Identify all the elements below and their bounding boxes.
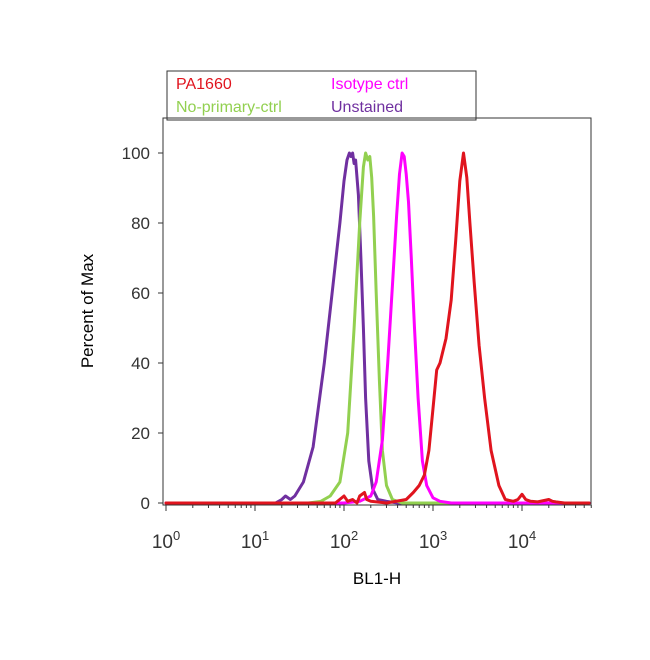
legend-label-pa1660: PA1660 xyxy=(176,76,232,93)
y-tick-label-80: 80 xyxy=(131,214,150,233)
legend-label-unstained: Unstained xyxy=(331,99,403,116)
legend-label-isotype-ctrl: Isotype ctrl xyxy=(331,76,408,93)
x-tick-label-1: 101 xyxy=(241,528,269,553)
legend-box: PA1660 Isotype ctrl No-primary-ctrl Unst… xyxy=(166,70,477,121)
y-tick-label-40: 40 xyxy=(131,354,150,373)
plot-area-frame xyxy=(162,117,592,506)
x-tick-label-2: 102 xyxy=(330,528,358,553)
series-line-pa1660 xyxy=(164,151,591,505)
x-axis: 100 101 102 103 104 xyxy=(152,505,592,553)
y-tick-label-0: 0 xyxy=(141,494,150,513)
y-axis: 0 20 40 60 80 100 xyxy=(122,144,163,513)
legend-label-no-primary-ctrl: No-primary-ctrl xyxy=(176,99,282,116)
series-line-no-primary-ctrl xyxy=(164,151,591,505)
y-tick-label-20: 20 xyxy=(131,424,150,443)
x-tick-label-4: 104 xyxy=(508,528,536,553)
x-axis-title: BL1-H xyxy=(353,569,401,588)
x-tick-label-3: 103 xyxy=(419,528,447,553)
series-layer xyxy=(164,151,591,505)
y-axis-title: Percent of Max xyxy=(78,253,97,368)
y-tick-label-60: 60 xyxy=(131,284,150,303)
y-tick-label-100: 100 xyxy=(122,144,150,163)
series-line-unstained xyxy=(164,151,591,505)
x-tick-label-0: 100 xyxy=(152,528,180,553)
series-line-isotype-ctrl xyxy=(164,151,591,505)
